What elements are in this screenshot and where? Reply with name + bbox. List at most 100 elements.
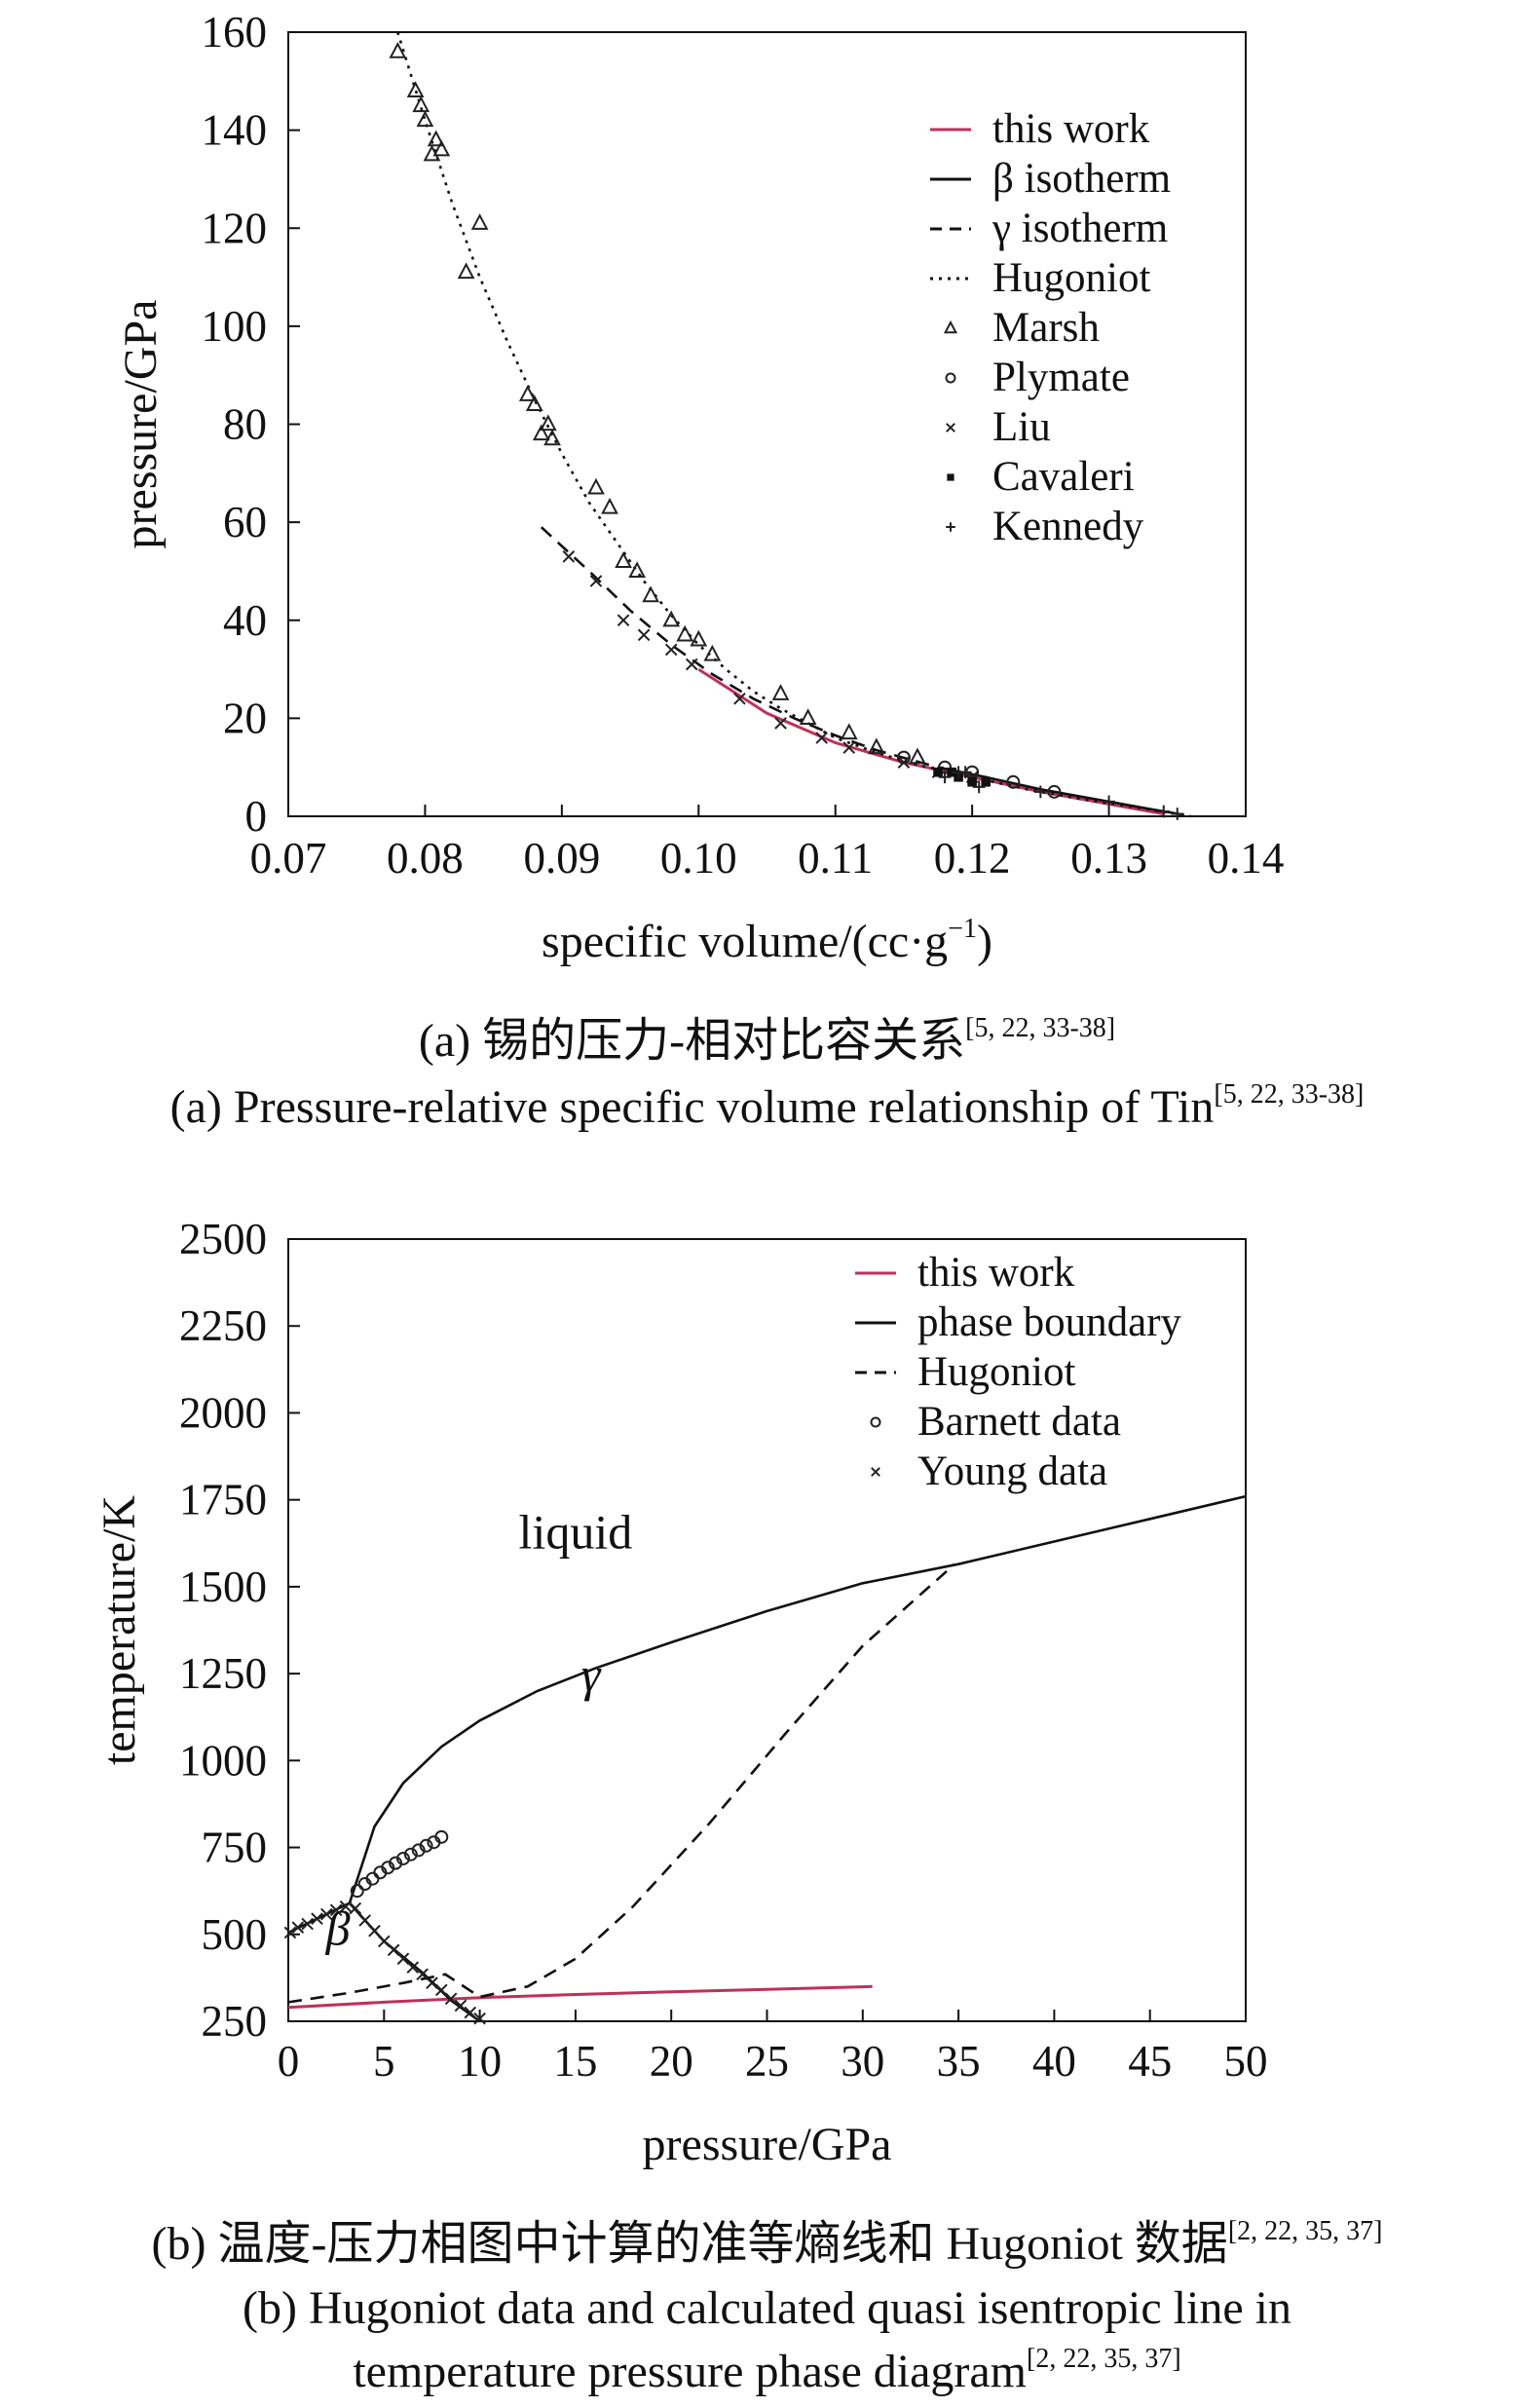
legend-marker [871, 1467, 880, 1477]
data-point [771, 684, 790, 700]
legend-label: Barnett data [917, 1399, 1121, 1445]
y-tick-label: 500 [202, 1910, 268, 1959]
caption-b-english-text2: temperature pressure phase diagram [353, 2346, 1028, 2397]
data-point [981, 776, 991, 787]
x-tick-label: 20 [650, 2037, 693, 2086]
data-point [525, 395, 543, 411]
data-point [1171, 808, 1184, 820]
data-point [416, 110, 434, 128]
x-tick-label: 0.11 [798, 834, 873, 883]
y-tick-label: 750 [202, 1824, 268, 1872]
data-point [958, 766, 972, 779]
caption-b-chinese: (b) 温度-压力相图中计算的准等熵线和 Hugoniot 数据[2, 22, … [0, 2213, 1534, 2276]
caption-b-english-ref: [2, 22, 35, 37] [1027, 2344, 1181, 2374]
caption-b-english-line1: (b) Hugoniot data and calculated quasi i… [0, 2277, 1534, 2340]
y-tick-label: 20 [223, 694, 267, 742]
data-point [350, 1884, 364, 1899]
data-point [690, 629, 708, 647]
legend-label: Hugoniot [917, 1349, 1076, 1395]
data-point [703, 644, 722, 661]
data-point [1157, 805, 1171, 818]
x-tick-label: 30 [841, 2037, 884, 2086]
x-tick-label: 10 [458, 2037, 502, 2086]
data-point [518, 385, 537, 401]
data-point [457, 262, 475, 280]
y-tick-label: 120 [202, 204, 268, 252]
x-tick-label: 0.10 [660, 834, 737, 883]
y-tick-label: 0 [245, 792, 268, 841]
legend-label: Young data [917, 1449, 1107, 1494]
data-point [933, 767, 943, 777]
data-point [840, 723, 858, 740]
data-point [867, 737, 885, 755]
data-point [676, 624, 694, 642]
data-point [1033, 785, 1047, 799]
data-point [389, 41, 407, 58]
data-point [358, 1914, 371, 1927]
x-tick-label: 0.07 [250, 834, 327, 883]
series-marsh [389, 41, 926, 765]
series-line [396, 31, 1192, 818]
region-label: liquid [519, 1505, 633, 1560]
legend-marker [945, 372, 956, 384]
data-point [349, 1901, 362, 1915]
data-point [377, 1935, 391, 1948]
data-point [938, 771, 952, 784]
data-point [464, 2006, 477, 2019]
data-point [320, 1907, 333, 1921]
legend-label: γ isotherm [991, 206, 1168, 251]
y-tick-label: 40 [223, 596, 267, 645]
legend-marker [870, 1416, 881, 1428]
x-tick-label: 35 [937, 2037, 981, 2086]
x-tick-label: 50 [1224, 2037, 1268, 2086]
data-point [1103, 795, 1115, 809]
data-point [642, 585, 659, 603]
data-point [419, 1838, 433, 1853]
data-point [733, 692, 746, 705]
plot-frame [287, 1238, 1247, 2022]
x-axis-label-sup: −1 [948, 914, 977, 944]
data-point [539, 414, 557, 432]
data-point [774, 717, 787, 730]
caption-b-english-line2: temperature pressure phase diagram[2, 22… [0, 2341, 1534, 2403]
legend-label: β isotherm [992, 156, 1171, 202]
x-tick-label: 0.13 [1070, 834, 1147, 883]
data-point [1047, 784, 1062, 799]
data-point [406, 1961, 420, 1974]
data-point [972, 780, 986, 794]
data-point [301, 1917, 314, 1931]
series-hugoniot [396, 31, 1192, 818]
data-point [395, 1851, 410, 1865]
x-tick-label: 40 [1032, 2037, 1076, 2086]
data-point [311, 1912, 323, 1926]
legend-marker [947, 473, 954, 481]
data-point [799, 708, 817, 725]
x-tick-label: 25 [745, 2037, 789, 2086]
data-point [947, 767, 956, 777]
x-axis-label: specific volume/(cc·g−1) [542, 914, 992, 967]
caption-b-english-text1: (b) Hugoniot data and calculated quasi i… [243, 2282, 1291, 2334]
caption-a-english-text: (a) Pressure-relative specific volume re… [169, 1081, 1215, 1133]
y-tick-label: 1500 [179, 1562, 267, 1611]
y-tick-label: 1750 [179, 1476, 267, 1524]
data-point [406, 81, 425, 97]
data-point [543, 429, 561, 446]
y-tick-label: 2000 [179, 1388, 267, 1437]
data-point [329, 1903, 343, 1917]
series-line [287, 1562, 956, 2004]
data-point [470, 213, 489, 230]
data-point [664, 643, 678, 657]
legend-label: Cavaleri [992, 454, 1135, 500]
data-point [412, 95, 430, 113]
y-tick-label: 1250 [179, 1649, 267, 1698]
caption-a-english: (a) Pressure-relative specific volume re… [0, 1076, 1534, 1139]
data-point [444, 1992, 458, 2006]
data-point [389, 1856, 403, 1870]
data-point [617, 614, 630, 627]
legend-label: phase boundary [917, 1299, 1182, 1345]
data-point [396, 1952, 410, 1966]
data-point [416, 1968, 429, 1981]
series-phase-boundary [287, 1494, 1247, 1935]
